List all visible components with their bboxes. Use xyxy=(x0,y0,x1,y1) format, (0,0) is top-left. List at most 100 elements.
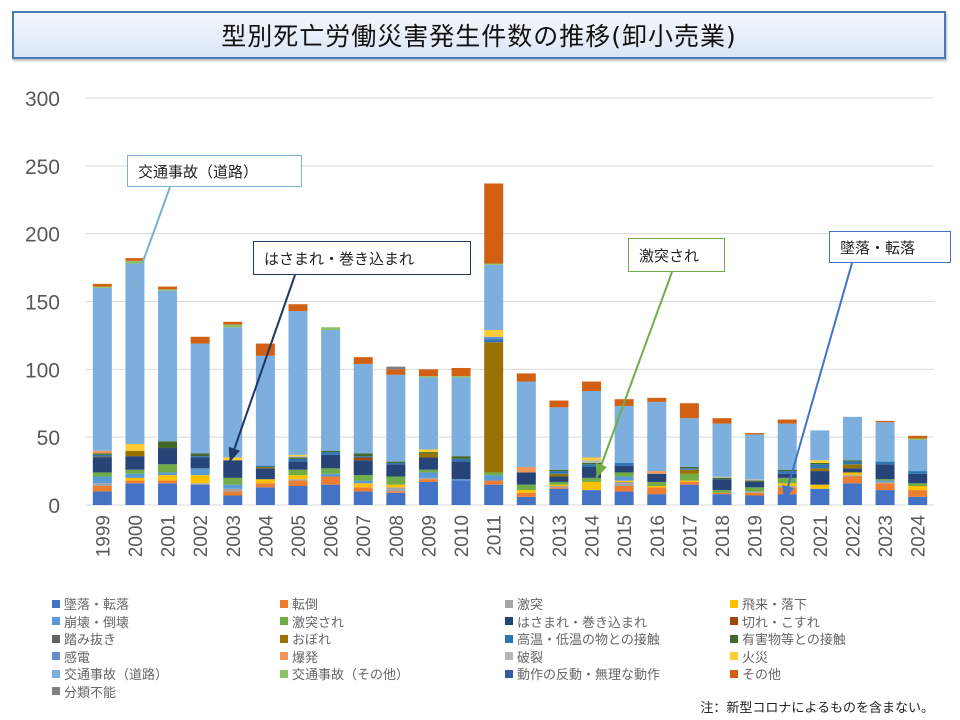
bar-segment xyxy=(451,377,471,457)
bar-segment xyxy=(92,453,112,455)
bar-segment xyxy=(549,486,569,488)
bar-segment xyxy=(647,481,667,487)
bar-segment xyxy=(158,290,178,442)
legend-label: 分類不能 xyxy=(64,685,117,701)
bar-segment xyxy=(842,468,862,473)
bar-segment xyxy=(484,264,504,330)
bar-segment xyxy=(288,461,308,470)
bar-segment xyxy=(190,483,210,485)
y-tick-label: 200 xyxy=(25,224,60,247)
legend-swatch xyxy=(52,687,60,695)
bar-segment xyxy=(679,418,699,468)
bar-segment xyxy=(451,367,471,377)
callout-label: 墜落・転落 xyxy=(840,238,916,257)
bar-segment xyxy=(679,481,699,485)
bar-segment xyxy=(255,465,275,468)
bar-segment xyxy=(614,462,634,466)
callout-arrowhead xyxy=(131,276,143,292)
bar-segment xyxy=(484,484,504,505)
x-tick-label: 2000 xyxy=(126,515,147,557)
x-tick-label: 2023 xyxy=(876,515,897,557)
x-tick-label: 2011 xyxy=(485,515,506,556)
y-tick-label: 250 xyxy=(25,156,60,179)
bar-segment xyxy=(647,471,667,474)
bar-segment xyxy=(679,467,699,469)
bar-segment xyxy=(745,481,765,488)
bar-segment xyxy=(353,363,373,454)
bar-segment xyxy=(712,494,732,505)
bar-segment xyxy=(875,480,895,482)
bar-segment xyxy=(842,464,862,469)
bar-segment xyxy=(582,460,602,463)
bar-segment xyxy=(712,423,732,477)
x-tick-label: 2021 xyxy=(811,515,832,557)
bar-segment xyxy=(484,475,504,481)
bar-segment xyxy=(353,483,373,488)
x-tick-label: 2017 xyxy=(680,515,701,557)
bar-segment xyxy=(223,484,243,489)
legend-swatch xyxy=(730,669,738,678)
x-tick-label: 2016 xyxy=(648,515,669,557)
bar-segment xyxy=(190,343,210,454)
legend-swatch xyxy=(730,617,738,625)
bar-segment xyxy=(321,329,341,451)
x-tick-label: 2004 xyxy=(256,515,277,558)
legend-label: 切れ・こすれ xyxy=(742,615,820,631)
bar-segment xyxy=(549,407,569,470)
bar-segment xyxy=(92,476,112,484)
bar-segment xyxy=(386,476,406,485)
x-tick-label: 2002 xyxy=(191,515,212,557)
legend-swatch xyxy=(730,634,738,643)
bar-segment xyxy=(614,476,634,481)
bar-segment xyxy=(484,336,504,340)
bar-segment xyxy=(582,391,602,458)
callout-arrowhead xyxy=(228,446,241,462)
bar-segment xyxy=(190,457,210,469)
bar-segment xyxy=(875,483,895,491)
bar-segment xyxy=(679,469,699,474)
stacked-bar-chart: 0 50 100 150 200 250 300 1999 2000 2001 2002 2003 20… xyxy=(25,88,934,558)
bar-segment xyxy=(353,453,373,457)
bar-segment xyxy=(712,476,732,478)
bar-segment xyxy=(614,472,634,477)
bar-segment xyxy=(484,339,504,343)
legend-label: 交通事故（その他） xyxy=(292,668,410,683)
bar-segment xyxy=(321,468,341,474)
legend-swatch xyxy=(280,652,288,660)
bar-segment xyxy=(288,480,308,487)
y-tick-label: 100 xyxy=(25,359,60,382)
x-tick-label: 2018 xyxy=(713,515,734,557)
legend-swatch xyxy=(505,634,513,643)
bar-segment xyxy=(777,494,797,505)
bar-segment xyxy=(158,448,178,465)
bar-segment xyxy=(158,289,178,291)
bar-segment xyxy=(614,491,634,505)
bar-segment xyxy=(875,479,895,481)
bar-segment xyxy=(810,430,830,461)
bar-segment xyxy=(386,487,406,492)
legend-item: 動作の反動・無理な動作 xyxy=(505,664,660,683)
legend-item: 高温・低温の物との接触 xyxy=(505,629,660,648)
bar-segment xyxy=(125,480,145,484)
bar-segment xyxy=(582,462,602,465)
bar-segment xyxy=(777,483,797,487)
bar-segment xyxy=(353,457,373,461)
bar-segment xyxy=(158,441,178,449)
bar-segment xyxy=(353,480,373,484)
bar-segment xyxy=(288,469,308,476)
bar-segment xyxy=(255,343,275,356)
bar-segment xyxy=(712,490,732,493)
legend-item: 激突され xyxy=(280,612,344,631)
bar-segment xyxy=(549,476,569,482)
legend-swatch xyxy=(505,599,513,608)
bar-segment xyxy=(777,477,797,484)
x-tick-label: 2001 xyxy=(159,515,180,557)
bar-segment xyxy=(190,484,210,505)
callout-fall: 墜落・転落 xyxy=(829,231,951,263)
bar-segment xyxy=(418,452,438,454)
bar-segment xyxy=(223,327,243,458)
legend-label: はさまれ・巻き込まれ xyxy=(517,615,648,631)
bar-segment xyxy=(516,490,536,493)
bar-segment xyxy=(223,488,243,492)
bar-segment xyxy=(908,496,928,505)
